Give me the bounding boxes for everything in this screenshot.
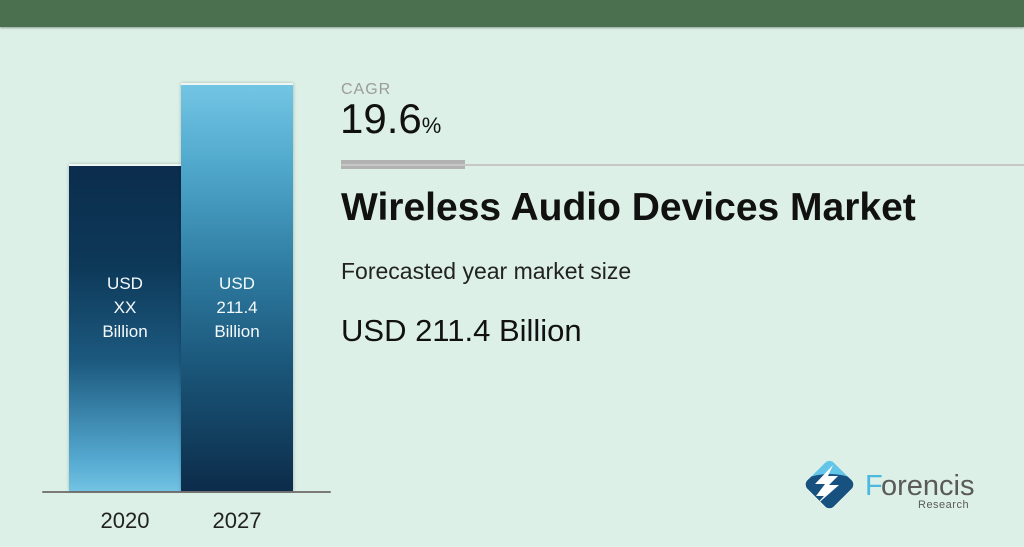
svg-text:orencis: orencis [881,470,975,502]
svg-text:Research: Research [918,499,969,511]
